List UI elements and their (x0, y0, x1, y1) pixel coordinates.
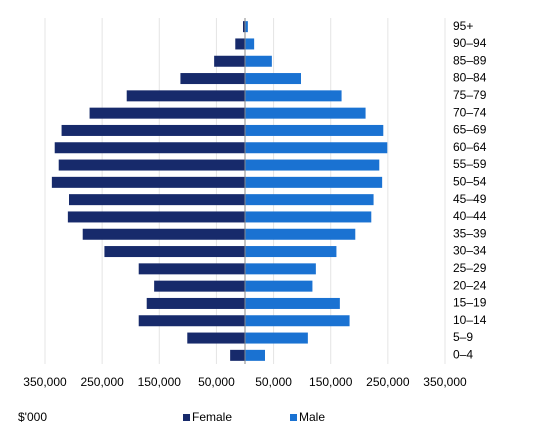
bar (138, 263, 245, 275)
x-tick-label: 50,000 (255, 375, 292, 389)
category-label: 0–4 (453, 348, 473, 362)
bar (245, 263, 316, 275)
category-label: 30–34 (453, 244, 487, 258)
bar (245, 73, 301, 85)
bar (245, 107, 366, 119)
bar (245, 280, 313, 292)
bar (51, 176, 245, 188)
bar (61, 124, 246, 136)
bar (243, 21, 245, 33)
category-label: 15–19 (453, 296, 487, 310)
bar (154, 280, 245, 292)
x-tick-label: 150,000 (138, 375, 182, 389)
category-label: 10–14 (453, 313, 487, 327)
bar (245, 55, 272, 67)
category-label: 20–24 (453, 278, 487, 292)
bar (104, 246, 245, 258)
x-tick-label: 350,000 (423, 375, 467, 389)
category-label: 50–54 (453, 175, 487, 189)
x-tick-label: 250,000 (366, 375, 410, 389)
bar (245, 194, 374, 206)
x-tick-label: 50,000 (198, 375, 235, 389)
bar (245, 315, 350, 327)
category-label: 75–79 (453, 88, 487, 102)
bar (69, 194, 245, 206)
category-label: 55–59 (453, 157, 487, 171)
category-label: 95+ (453, 19, 473, 33)
bar (187, 332, 245, 344)
category-label: 85–89 (453, 53, 487, 67)
x-tick-label: 150,000 (309, 375, 353, 389)
bar (245, 124, 384, 136)
category-label: 25–29 (453, 261, 487, 275)
category-label: 40–44 (453, 209, 487, 223)
bar (235, 38, 245, 50)
bar (89, 107, 245, 119)
bar (245, 21, 248, 33)
legend-swatch (183, 414, 190, 421)
category-label: 60–64 (453, 140, 487, 154)
x-tick-label: 250,000 (80, 375, 124, 389)
category-label: 90–94 (453, 36, 487, 50)
bar (245, 142, 388, 154)
bar (245, 38, 255, 50)
bar (245, 176, 383, 188)
bar (67, 211, 245, 223)
category-label: 45–49 (453, 192, 487, 206)
bar (245, 349, 265, 361)
bar (245, 246, 337, 258)
category-label: 5–9 (453, 330, 473, 344)
bar (245, 90, 342, 102)
bar (245, 332, 308, 344)
bar (146, 297, 245, 309)
bar (126, 90, 245, 102)
unit-label: $'000 (18, 410, 47, 424)
bar (138, 315, 245, 327)
bar (82, 228, 245, 240)
category-label: 35–39 (453, 226, 487, 240)
category-label: 80–84 (453, 71, 487, 85)
bar (230, 349, 245, 361)
category-label: 65–69 (453, 123, 487, 137)
bar (54, 142, 245, 154)
bar (245, 297, 340, 309)
bar (180, 73, 245, 85)
bar (214, 55, 245, 67)
category-label: 70–74 (453, 105, 487, 119)
x-tick-label: 350,000 (23, 375, 67, 389)
legend-label: Male (299, 410, 325, 424)
legend-label: Female (192, 410, 232, 424)
bar (245, 159, 380, 171)
bar (245, 211, 372, 223)
bar (245, 228, 356, 240)
bar (58, 159, 245, 171)
legend-swatch (290, 414, 297, 421)
